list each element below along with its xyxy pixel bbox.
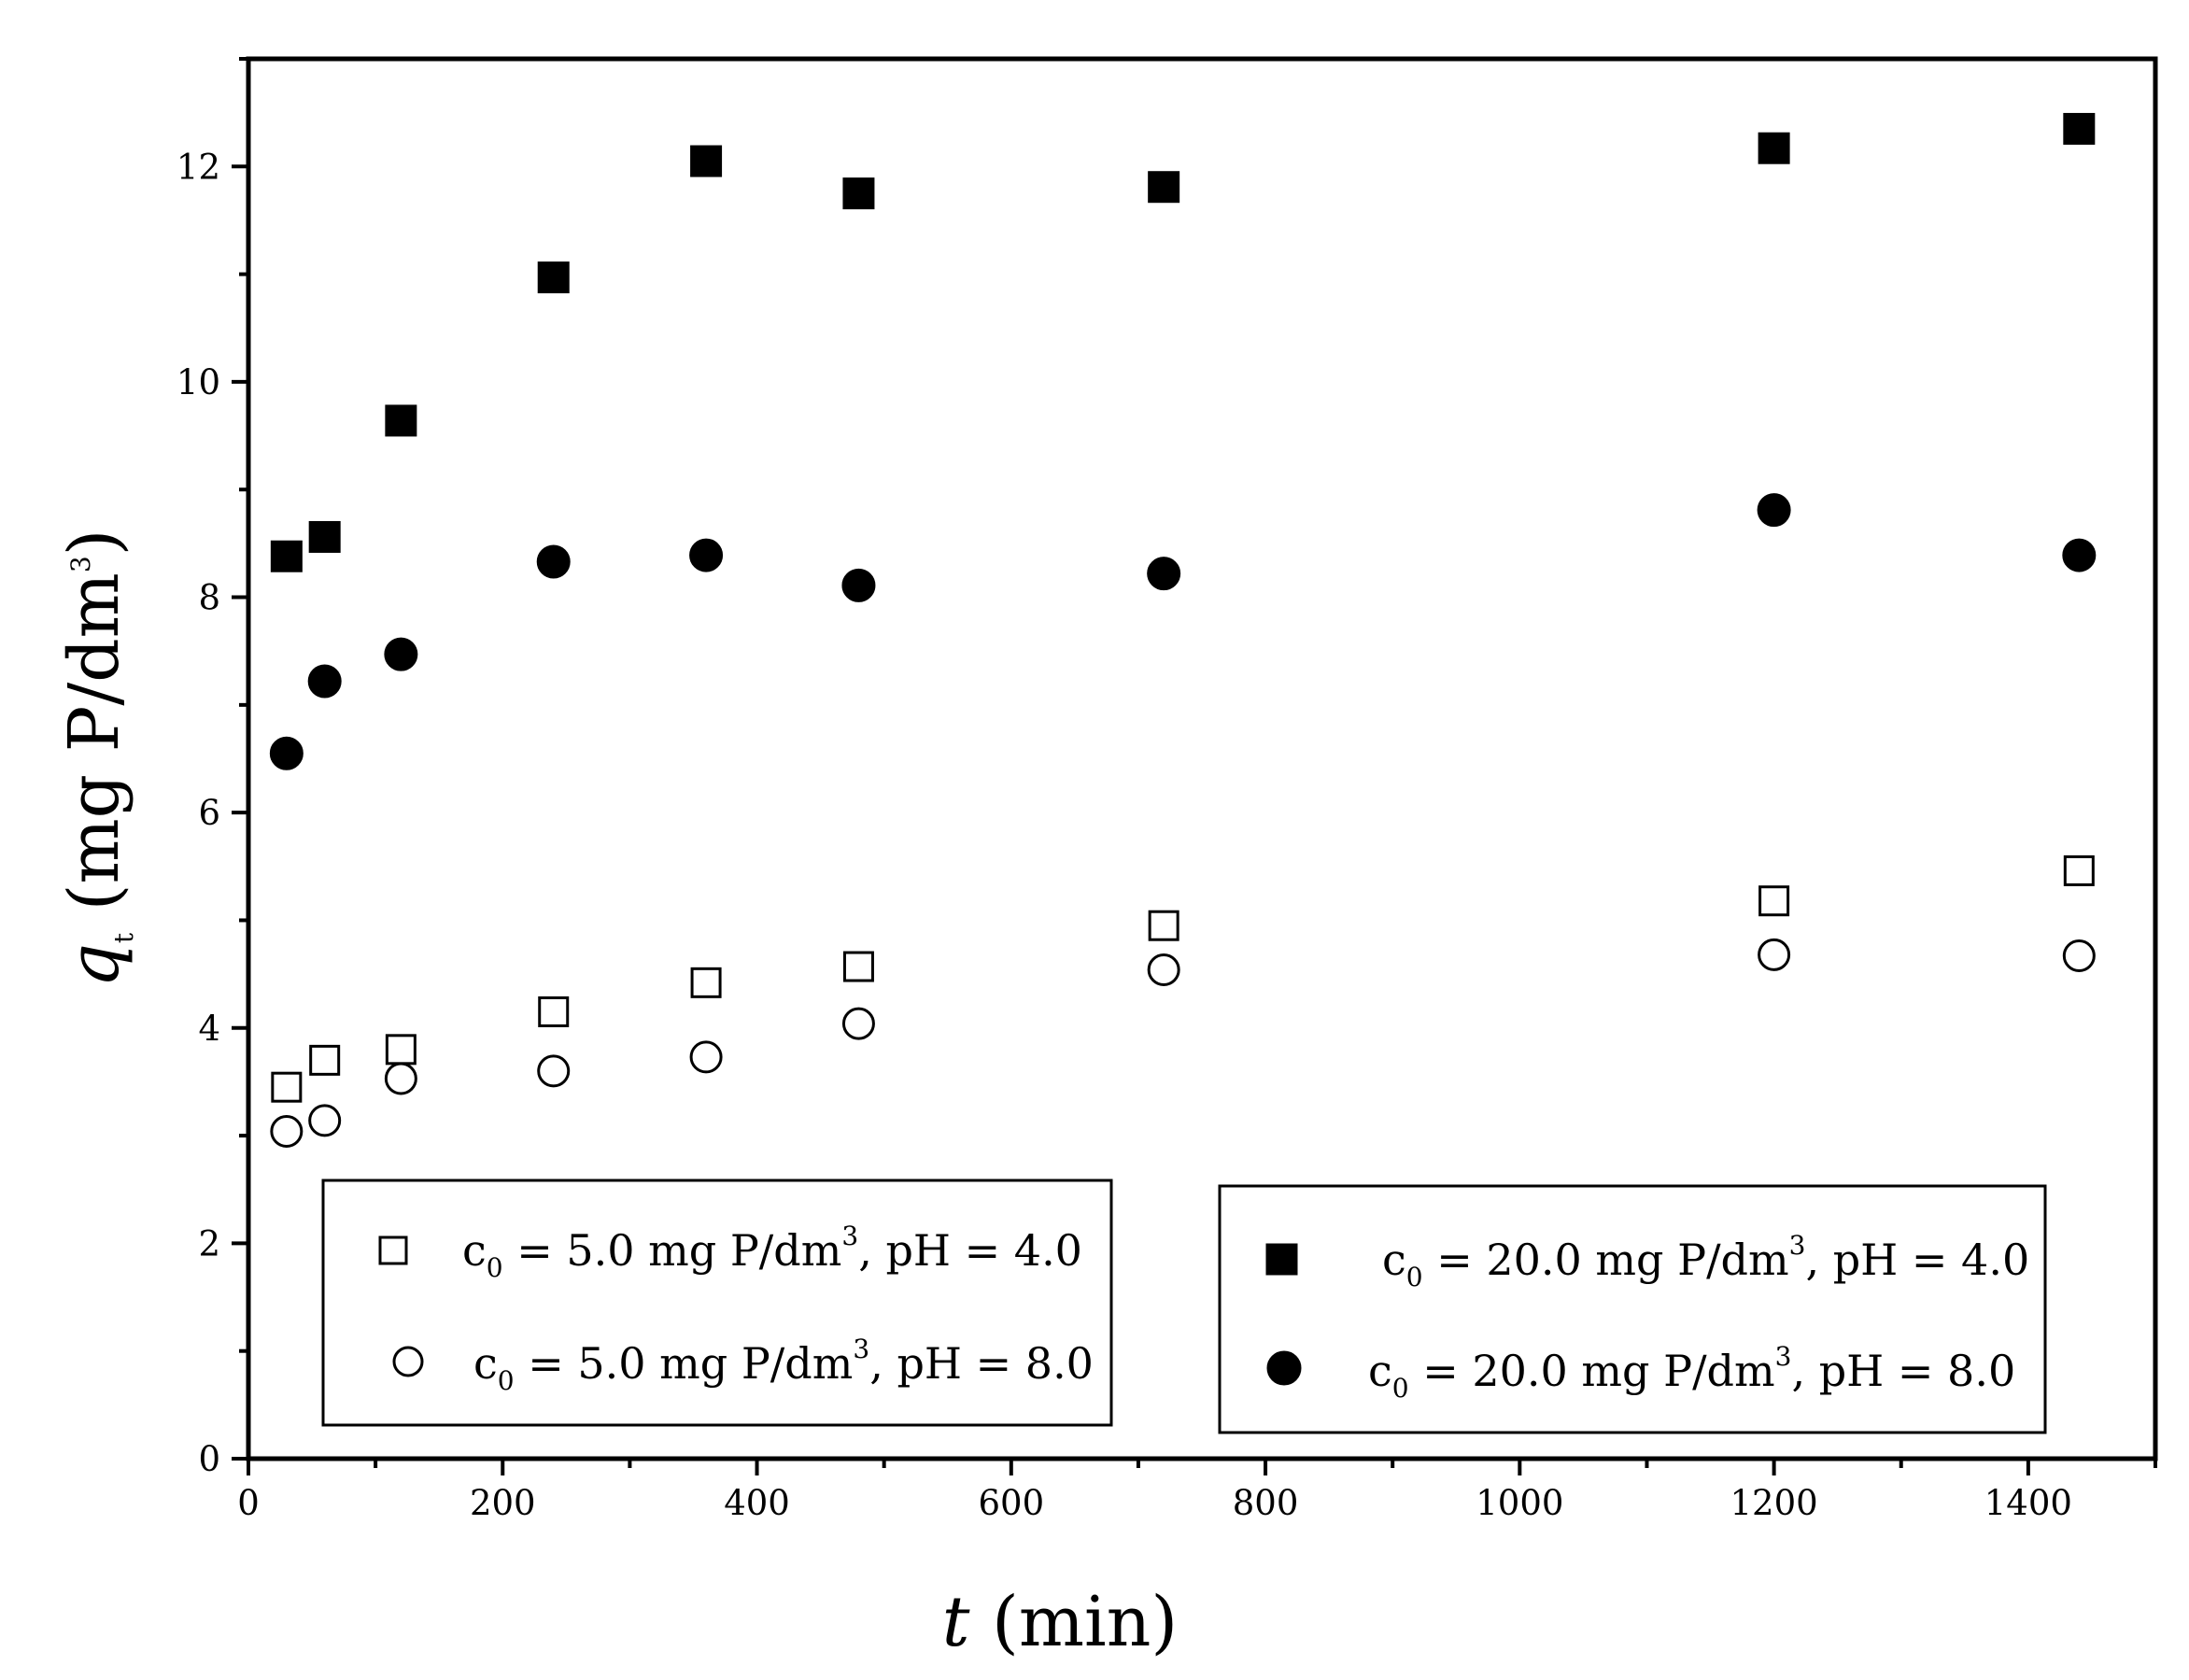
- legend-label-c5ph4: c0 = 5.0 mg P/dm3, pH = 4.0: [462, 1221, 1082, 1283]
- legend-c5ph4-sup: 3: [841, 1221, 858, 1251]
- legend-label-c5ph8: c0 = 5.0 mg P/dm3, pH = 8.0: [473, 1334, 1094, 1396]
- data-point-c5ph8: [270, 1114, 304, 1148]
- legend-c5ph4-mid: = 5.0 mg P/dm: [503, 1225, 842, 1276]
- data-point-c20ph8: [269, 736, 304, 770]
- data-point-c20ph4: [1148, 171, 1180, 204]
- data-point-c5ph4: [842, 951, 874, 982]
- x-axis-title: t (min): [942, 1582, 1179, 1662]
- data-point-c5ph4: [690, 967, 722, 998]
- y-tick-label: 0: [198, 1439, 220, 1479]
- y-axis-title: qt (mg P/dm3): [54, 529, 139, 987]
- data-point-c20ph8: [841, 568, 876, 602]
- data-point-c5ph4: [385, 1034, 417, 1066]
- legend-c5ph8-post: , pH = 8.0: [869, 1338, 1094, 1389]
- data-point-c20ph8: [2062, 538, 2097, 572]
- data-point-c5ph8: [2062, 939, 2096, 973]
- legend-c5ph8-pre: c: [473, 1338, 498, 1389]
- y-tick-label: 10: [177, 362, 220, 402]
- data-point-c5ph4: [271, 1071, 303, 1103]
- legend-label-c20ph4: c0 = 20.0 mg P/dm3, pH = 4.0: [1382, 1230, 2029, 1292]
- y-axis-subscript: t: [108, 932, 139, 943]
- data-point-c20ph8: [689, 538, 724, 572]
- x-tick-label: 1000: [1476, 1483, 1563, 1523]
- data-point-c5ph8: [1147, 953, 1180, 987]
- data-point-c20ph4: [308, 520, 341, 553]
- data-point-c20ph8: [1147, 557, 1181, 591]
- y-axis-unit: (mg P/dm: [54, 572, 134, 933]
- plot-frame: [246, 56, 2158, 1461]
- data-point-c20ph4: [2063, 112, 2096, 145]
- data-point-c5ph8: [689, 1040, 723, 1074]
- legend-label-c20ph8: c0 = 20.0 mg P/dm3, pH = 8.0: [1368, 1341, 2015, 1404]
- data-point-c20ph8: [384, 637, 418, 671]
- data-point-c5ph4: [2063, 854, 2095, 886]
- y-axis-symbol: q: [54, 943, 134, 987]
- x-tick-label: 600: [978, 1483, 1044, 1523]
- legend-left: c0 = 5.0 mg P/dm3, pH = 4.0 c0 = 5.0 mg …: [321, 1179, 1113, 1427]
- legend-c20ph8-mid: = 20.0 mg P/dm: [1409, 1346, 1775, 1396]
- legend-marker-c20ph8: [1266, 1350, 1302, 1386]
- y-tick-label: 2: [198, 1223, 220, 1264]
- data-point-c5ph4: [538, 995, 570, 1027]
- data-point-c20ph8: [1757, 493, 1791, 528]
- legend-c20ph8-pre: c: [1368, 1346, 1392, 1396]
- legend-c5ph8-sub: 0: [498, 1365, 515, 1396]
- legend-c5ph4-sub: 0: [487, 1252, 503, 1283]
- legend-c5ph4-pre: c: [462, 1225, 487, 1276]
- x-axis-unit: (min): [969, 1582, 1178, 1662]
- tick-labels: 0 200 400 600 800 1000 1200 1400 0 2 4 6 8 10 12: [177, 147, 2072, 1523]
- legend-c20ph8-sup: 3: [1775, 1341, 1792, 1372]
- legend-left-box: [321, 1179, 1113, 1427]
- y-tick-label: 4: [198, 1009, 220, 1049]
- x-tick-label: 800: [1233, 1483, 1299, 1523]
- data-point-c5ph8: [537, 1054, 571, 1088]
- legend-c20ph8-post: , pH = 8.0: [1791, 1346, 2015, 1396]
- data-point-c5ph4: [309, 1044, 341, 1076]
- axis-ticks: [232, 57, 2157, 1475]
- data-marks: [269, 112, 2097, 1148]
- y-tick-label: 12: [177, 147, 220, 187]
- data-point-c5ph8: [1758, 938, 1791, 971]
- data-point-c20ph4: [537, 261, 570, 294]
- legend-c20ph8-sub: 0: [1392, 1373, 1409, 1404]
- legend-c20ph4-mid: = 20.0 mg P/dm: [1423, 1235, 1789, 1285]
- legend-marker-c5ph4: [378, 1235, 408, 1265]
- legend-c20ph4-post: , pH = 4.0: [1805, 1235, 2029, 1285]
- data-point-c20ph4: [690, 145, 723, 177]
- data-point-c5ph8: [384, 1062, 417, 1095]
- data-point-c20ph8: [536, 544, 571, 579]
- legend-right-box: [1218, 1184, 2047, 1434]
- x-axis-symbol: t: [942, 1582, 970, 1662]
- x-tick-label: 1400: [1984, 1483, 2072, 1523]
- legend-c20ph4-pre: c: [1382, 1235, 1406, 1285]
- data-point-c5ph8: [841, 1007, 875, 1040]
- data-point-c20ph4: [385, 404, 417, 437]
- x-tick-label: 200: [470, 1483, 536, 1523]
- data-point-c20ph8: [307, 664, 342, 699]
- data-point-c20ph4: [842, 177, 875, 210]
- x-tick-label: 1200: [1730, 1483, 1818, 1523]
- x-tick-label: 400: [724, 1483, 790, 1523]
- legend-right: c0 = 20.0 mg P/dm3, pH = 4.0 c0 = 20.0 m…: [1218, 1184, 2047, 1434]
- legend-c5ph8-sup: 3: [853, 1334, 869, 1364]
- data-point-c5ph4: [1148, 910, 1179, 941]
- legend-c5ph8-mid: = 5.0 mg P/dm: [515, 1338, 854, 1389]
- x-tick-label: 0: [237, 1483, 260, 1523]
- data-point-c5ph8: [308, 1104, 342, 1137]
- y-axis-close: ): [54, 529, 134, 556]
- y-axis-superscript: 3: [65, 556, 96, 572]
- legend-marker-c5ph8: [392, 1346, 424, 1377]
- data-point-c20ph4: [270, 540, 303, 572]
- y-tick-label: 8: [198, 578, 220, 618]
- legend-c20ph4-sup: 3: [1789, 1230, 1806, 1261]
- data-point-c20ph4: [1758, 132, 1790, 164]
- legend-c5ph4-post: , pH = 4.0: [858, 1225, 1082, 1276]
- legend-marker-c20ph4: [1265, 1243, 1298, 1276]
- y-tick-label: 6: [198, 793, 220, 833]
- legend-c20ph4-sub: 0: [1406, 1262, 1423, 1292]
- data-point-c5ph4: [1758, 885, 1790, 917]
